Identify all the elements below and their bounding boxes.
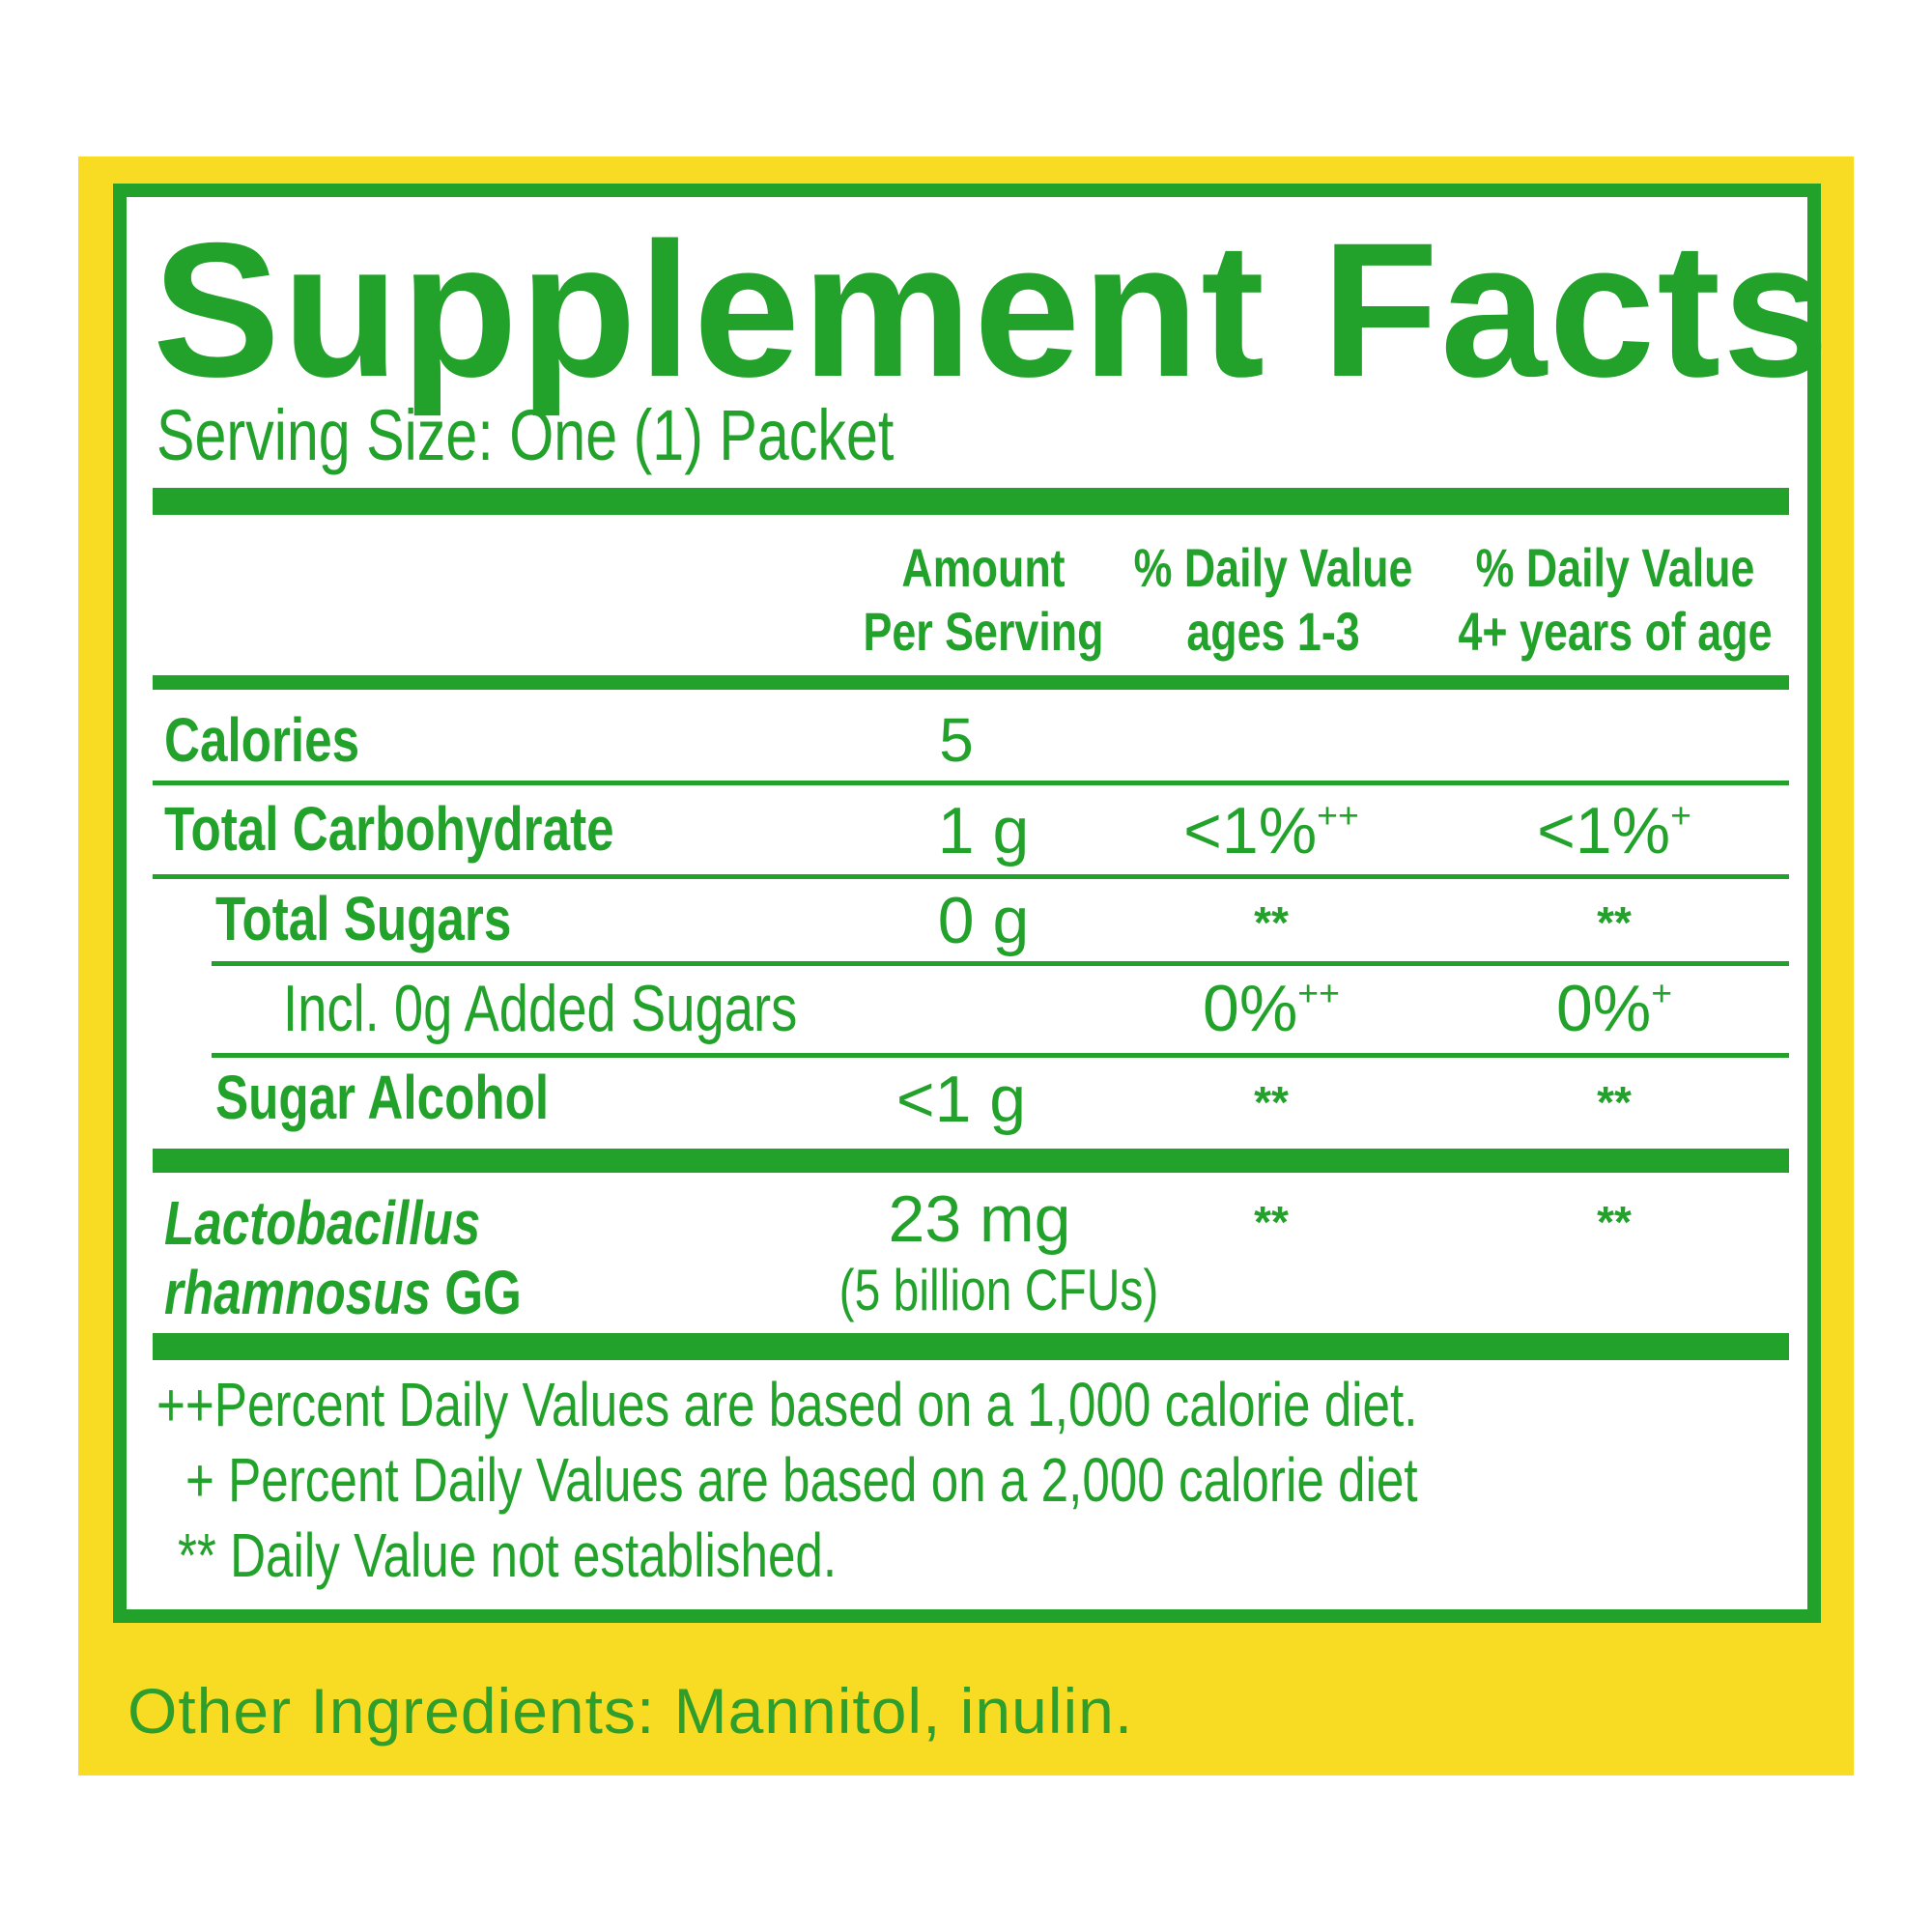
row-sugar-alcohol-label: Sugar Alcohol <box>215 1063 550 1132</box>
divider-thin <box>153 874 1789 879</box>
header-dv-4plus: % Daily Value 4+ years of age <box>1419 536 1811 664</box>
probiotic-genus: Lactobacillus <box>164 1188 481 1258</box>
divider-thick-3 <box>153 1149 1789 1173</box>
row-calories-label: Calories <box>164 705 360 775</box>
header-dv1-line2: ages 1-3 <box>1186 601 1360 662</box>
probiotic-dv2: ** <box>1597 1197 1632 1247</box>
header-amount: Amount Per Serving <box>833 536 1133 664</box>
divider-thick-1 <box>153 488 1789 515</box>
header-amount-line2: Per Serving <box>863 601 1104 662</box>
row-calories-amount: 5 <box>939 705 974 775</box>
supplement-facts-label <box>113 184 1821 1623</box>
footnote-2: + Percent Daily Values are based on a 2,… <box>185 1445 1418 1515</box>
divider-thin <box>153 781 1789 785</box>
row-sugars-amount: 0 g <box>937 884 1030 957</box>
row-sugars-dv1: ** <box>1254 897 1289 948</box>
probiotic-strain: GG <box>430 1258 522 1327</box>
row-carb-dv1: <1%++ <box>1183 794 1359 868</box>
row-sugar-alcohol-amount: <1 g <box>895 1063 1027 1136</box>
row-carb-label: Total Carbohydrate <box>164 794 614 864</box>
divider-thin <box>212 961 1789 966</box>
row-added-sugars-label: Incl. 0g Added Sugars <box>283 972 798 1045</box>
divider-thick-4 <box>153 1333 1789 1360</box>
title: Supplement Facts <box>153 203 1832 416</box>
header-dv2-line1: % Daily Value <box>1475 537 1755 598</box>
row-sugar-alcohol-dv2: ** <box>1597 1077 1632 1127</box>
row-sugars-label: Total Sugars <box>215 884 512 953</box>
probiotic-label: Lactobacillus rhamnosus GG <box>164 1188 611 1327</box>
divider-thin <box>212 1053 1789 1058</box>
probiotic-dv1: ** <box>1254 1197 1289 1247</box>
row-sugar-alcohol-dv1: ** <box>1254 1077 1289 1127</box>
divider-thick-2 <box>153 675 1789 690</box>
probiotic-amount-note: (5 billion CFUs) <box>838 1258 1159 1322</box>
header-dv-ages-1-3: % Daily Value ages 1-3 <box>1098 536 1447 664</box>
probiotic-species: rhamnosus <box>164 1258 431 1327</box>
other-ingredients: Other Ingredients: Mannitol, inulin. <box>128 1675 1134 1747</box>
row-sugars-dv2: ** <box>1597 897 1632 948</box>
header-amount-line1: Amount <box>901 537 1065 598</box>
row-added-sugars-dv2: 0%+ <box>1555 972 1673 1046</box>
footnote-1: ++Percent Daily Values are based on a 1,… <box>156 1370 1418 1439</box>
footnote-3: ** Daily Value not established. <box>178 1520 838 1590</box>
serving-size: Serving Size: One (1) Packet <box>156 400 1078 471</box>
header-dv1-line1: % Daily Value <box>1133 537 1413 598</box>
header-dv2-line2: 4+ years of age <box>1458 601 1773 662</box>
serving-size-text: Serving Size: One (1) Packet <box>156 395 895 475</box>
row-carb-amount: 1 g <box>937 794 1030 867</box>
probiotic-amount: 23 mg <box>888 1182 1071 1256</box>
row-carb-dv2: <1%+ <box>1537 794 1691 868</box>
row-added-sugars-dv1: 0%++ <box>1203 972 1340 1046</box>
